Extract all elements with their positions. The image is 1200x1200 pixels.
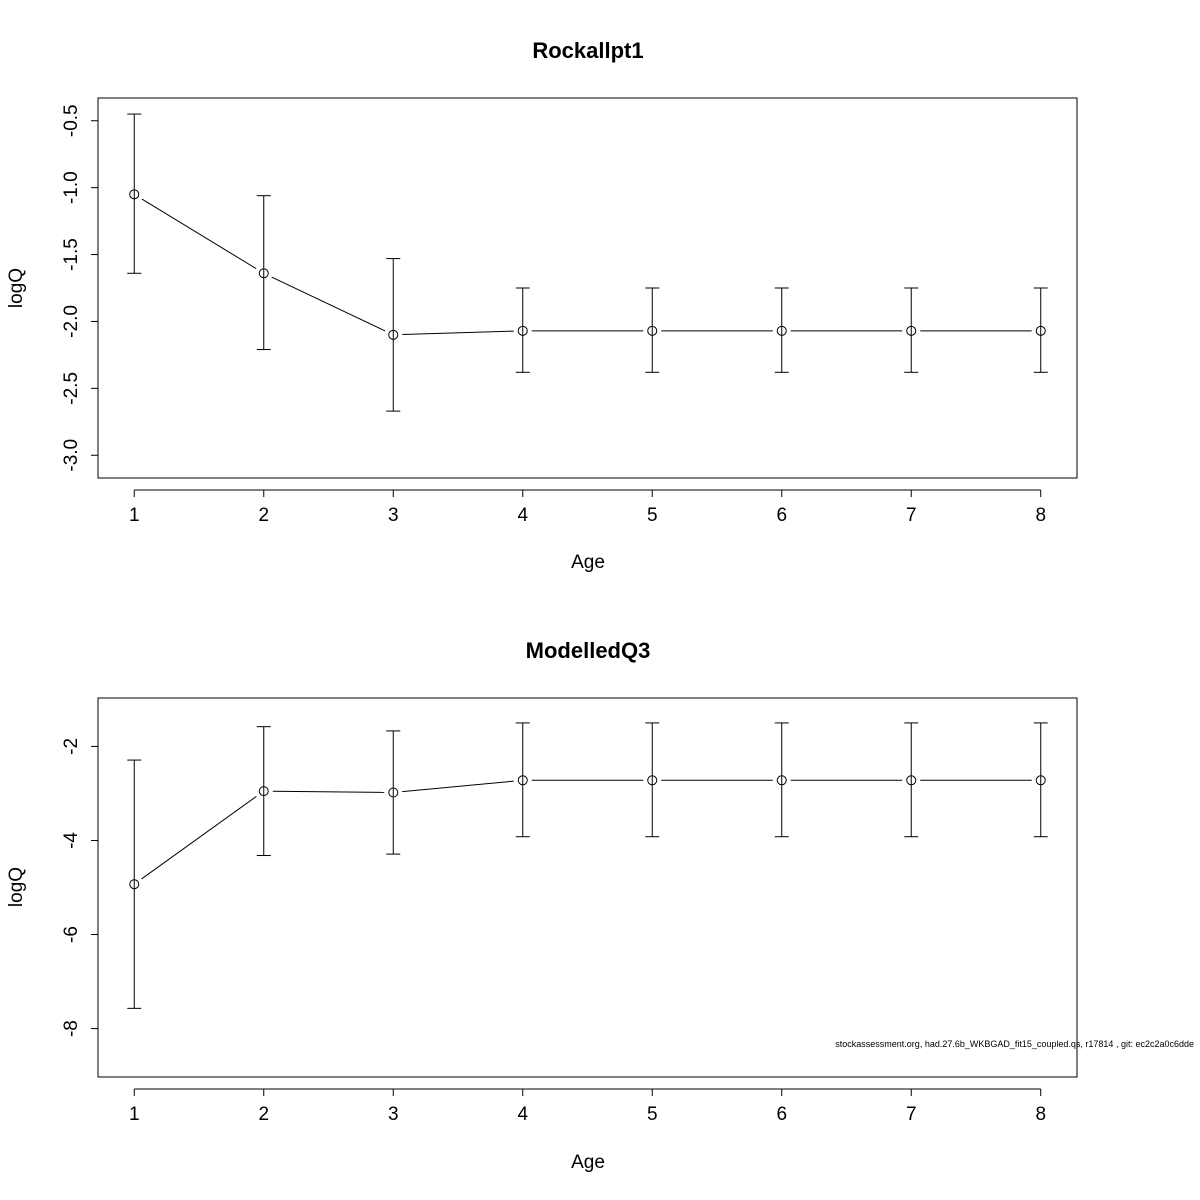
chart-title: ModelledQ3 (526, 638, 651, 663)
footnote: stockassessment.org, had.27.6b_WKBGAD_fi… (835, 1039, 1194, 1049)
y-axis: -0.5 -1.0 -1.5 -2.0 -2.5 -3.0 (61, 104, 99, 472)
x-axis-label: Age (571, 1152, 605, 1173)
data-point (776, 325, 787, 336)
x-tick-label: 2 (258, 505, 269, 526)
x-tick-label: 4 (517, 1104, 528, 1125)
data-point (906, 775, 917, 786)
panel-rockallpt1: Rockallpt1 Age logQ 1 2 3 4 5 6 7 8 -0.5 -1.0 -1.… (6, 38, 1078, 573)
data-point (647, 775, 658, 786)
x-tick-label: 3 (388, 505, 399, 526)
series-line-segment (141, 198, 257, 270)
y-tick-label: -1.5 (61, 238, 82, 271)
x-tick-label: 8 (1035, 505, 1046, 526)
y-tick-label: -4 (61, 832, 82, 849)
chart-title: Rockallpt1 (532, 38, 643, 63)
data-point (776, 775, 787, 786)
y-tick-label: -6 (61, 926, 82, 943)
series-line-segment (272, 790, 385, 793)
data-point (129, 189, 140, 200)
data-point (129, 879, 140, 890)
data-point (906, 325, 917, 336)
data-point (388, 787, 399, 798)
x-tick-label: 7 (906, 505, 917, 526)
data-point (647, 325, 658, 336)
plot-area (127, 722, 1048, 1009)
data-point (517, 325, 528, 336)
series-line-segment (402, 780, 514, 793)
panel-modelledq3: ModelledQ3 Age logQ 1 2 3 4 5 6 7 8 -2 -4 -6 -8 st… (6, 638, 1194, 1173)
y-tick-label: -8 (61, 1020, 82, 1037)
x-axis-label: Age (571, 552, 605, 573)
series-line-segment (141, 795, 257, 880)
data-point (258, 786, 269, 797)
x-tick-label: 5 (647, 1104, 658, 1125)
x-tick-label: 7 (906, 1104, 917, 1125)
plot-frame (97, 97, 1078, 479)
data-point (388, 329, 399, 340)
plot-area (127, 113, 1048, 412)
y-tick-label: -3.0 (61, 439, 82, 472)
x-tick-label: 6 (776, 505, 787, 526)
x-tick-label: 1 (129, 505, 140, 526)
data-point (258, 268, 269, 279)
y-tick-label: -1.0 (61, 171, 82, 204)
x-tick-label: 8 (1035, 1104, 1046, 1125)
y-tick-label: -2 (61, 738, 82, 755)
x-tick-label: 4 (517, 505, 528, 526)
y-tick-label: -2.5 (61, 372, 82, 405)
x-tick-label: 6 (776, 1104, 787, 1125)
data-point (1035, 325, 1046, 336)
data-point (517, 775, 528, 786)
y-axis-label: logQ (6, 268, 27, 308)
series-line-segment (402, 330, 514, 336)
y-tick-label: -0.5 (61, 104, 82, 137)
data-point (1035, 775, 1046, 786)
series-line-segment (271, 276, 386, 332)
x-tick-label: 1 (129, 1104, 140, 1125)
y-axis: -2 -4 -6 -8 (61, 738, 99, 1037)
y-tick-label: -2.0 (61, 305, 82, 338)
x-axis: 1 2 3 4 5 6 7 8 (129, 489, 1046, 526)
x-axis: 1 2 3 4 5 6 7 8 (129, 1088, 1046, 1125)
x-tick-label: 3 (388, 1104, 399, 1125)
x-tick-label: 5 (647, 505, 658, 526)
x-tick-label: 2 (258, 1104, 269, 1125)
plot-frame (97, 697, 1078, 1078)
y-axis-label: logQ (6, 867, 27, 907)
